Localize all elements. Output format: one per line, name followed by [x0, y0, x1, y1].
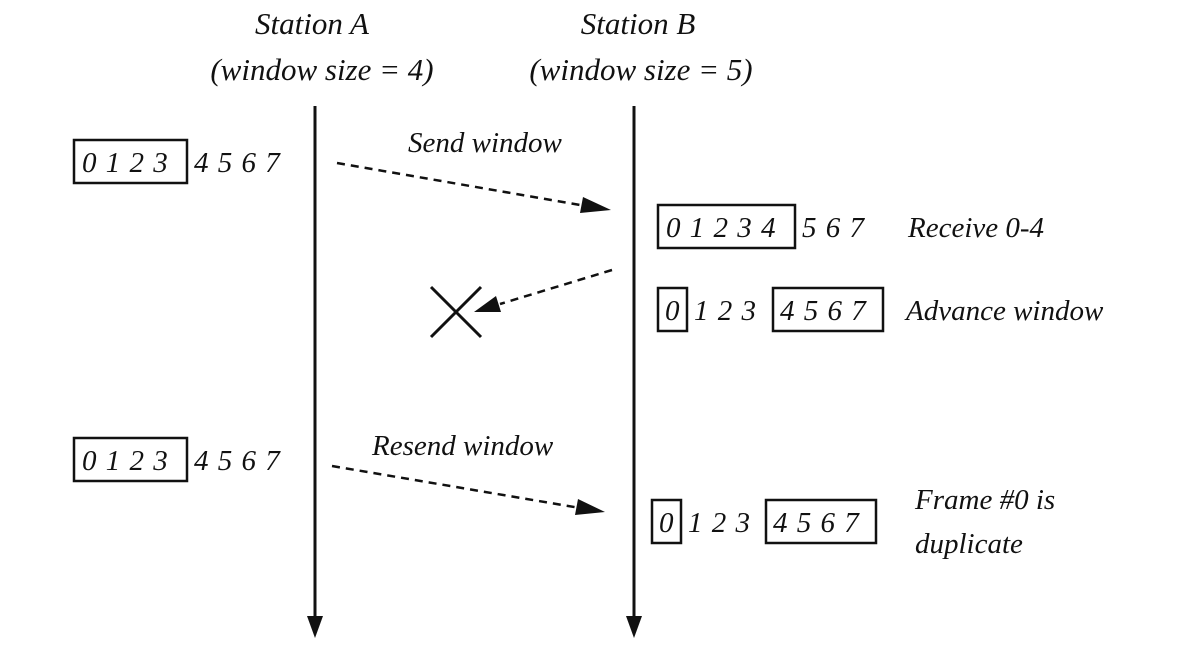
unboxed-frames: 4 5 6 7 [194, 445, 281, 477]
send-window-arrow [336, 161, 611, 213]
lost-ack-arrow [474, 268, 613, 312]
unboxed-frames: 4 5 6 7 [194, 147, 281, 179]
station-a-sequence-second: 0 1 2 3 4 5 6 7 [72, 436, 281, 483]
boxed-frames-right: 4 5 6 7 [780, 295, 867, 327]
station-b-sequence-third: 0 1 2 3 4 5 6 7 [650, 498, 878, 545]
unboxed-frames: 1 2 3 [688, 507, 751, 539]
boxed-frames: 0 1 2 3 [82, 445, 169, 477]
acknowledged-frame-box [650, 498, 683, 545]
boxed-frame-left: 0 [659, 507, 675, 539]
resend-window-arrow [331, 464, 605, 515]
station-a-title: Station A [255, 6, 370, 41]
receive-window-box [656, 203, 797, 250]
resend-window-label: Resend window [371, 430, 554, 462]
station-a-sequence-first: 0 1 2 3 4 5 6 7 [72, 138, 281, 185]
boxed-frames-right: 4 5 6 7 [773, 507, 860, 539]
unboxed-frames: 5 6 7 [802, 212, 866, 244]
send-window-label: Send window [408, 127, 563, 159]
current-window-box [764, 498, 878, 545]
station-b-title: Station B [581, 6, 696, 41]
receive-note: Receive 0-4 [907, 212, 1044, 244]
lost-frame-x-icon [429, 285, 483, 339]
station-b-sequence-second: 0 1 2 3 4 5 6 7 [656, 286, 885, 333]
boxed-frames: 0 1 2 3 [82, 147, 169, 179]
boxed-frames: 0 1 2 3 4 [666, 212, 777, 244]
duplicate-note-line1: Frame #0 is [914, 484, 1055, 516]
station-b-timeline [626, 106, 642, 638]
station-b-sequence-first: 0 1 2 3 4 5 6 7 [656, 203, 866, 250]
advanced-window-box [771, 286, 885, 333]
station-a-timeline [307, 106, 323, 638]
send-window-box [72, 138, 189, 185]
unboxed-frames: 1 2 3 [694, 295, 757, 327]
station-a-window-size: (window size = 4) [210, 52, 433, 87]
station-b-window-size: (window size = 5) [529, 52, 752, 87]
duplicate-note-line2: duplicate [915, 528, 1023, 560]
advance-note: Advance window [904, 295, 1104, 327]
resend-window-box [72, 436, 189, 483]
boxed-frame-left: 0 [665, 295, 681, 327]
acknowledged-frame-box [656, 286, 689, 333]
